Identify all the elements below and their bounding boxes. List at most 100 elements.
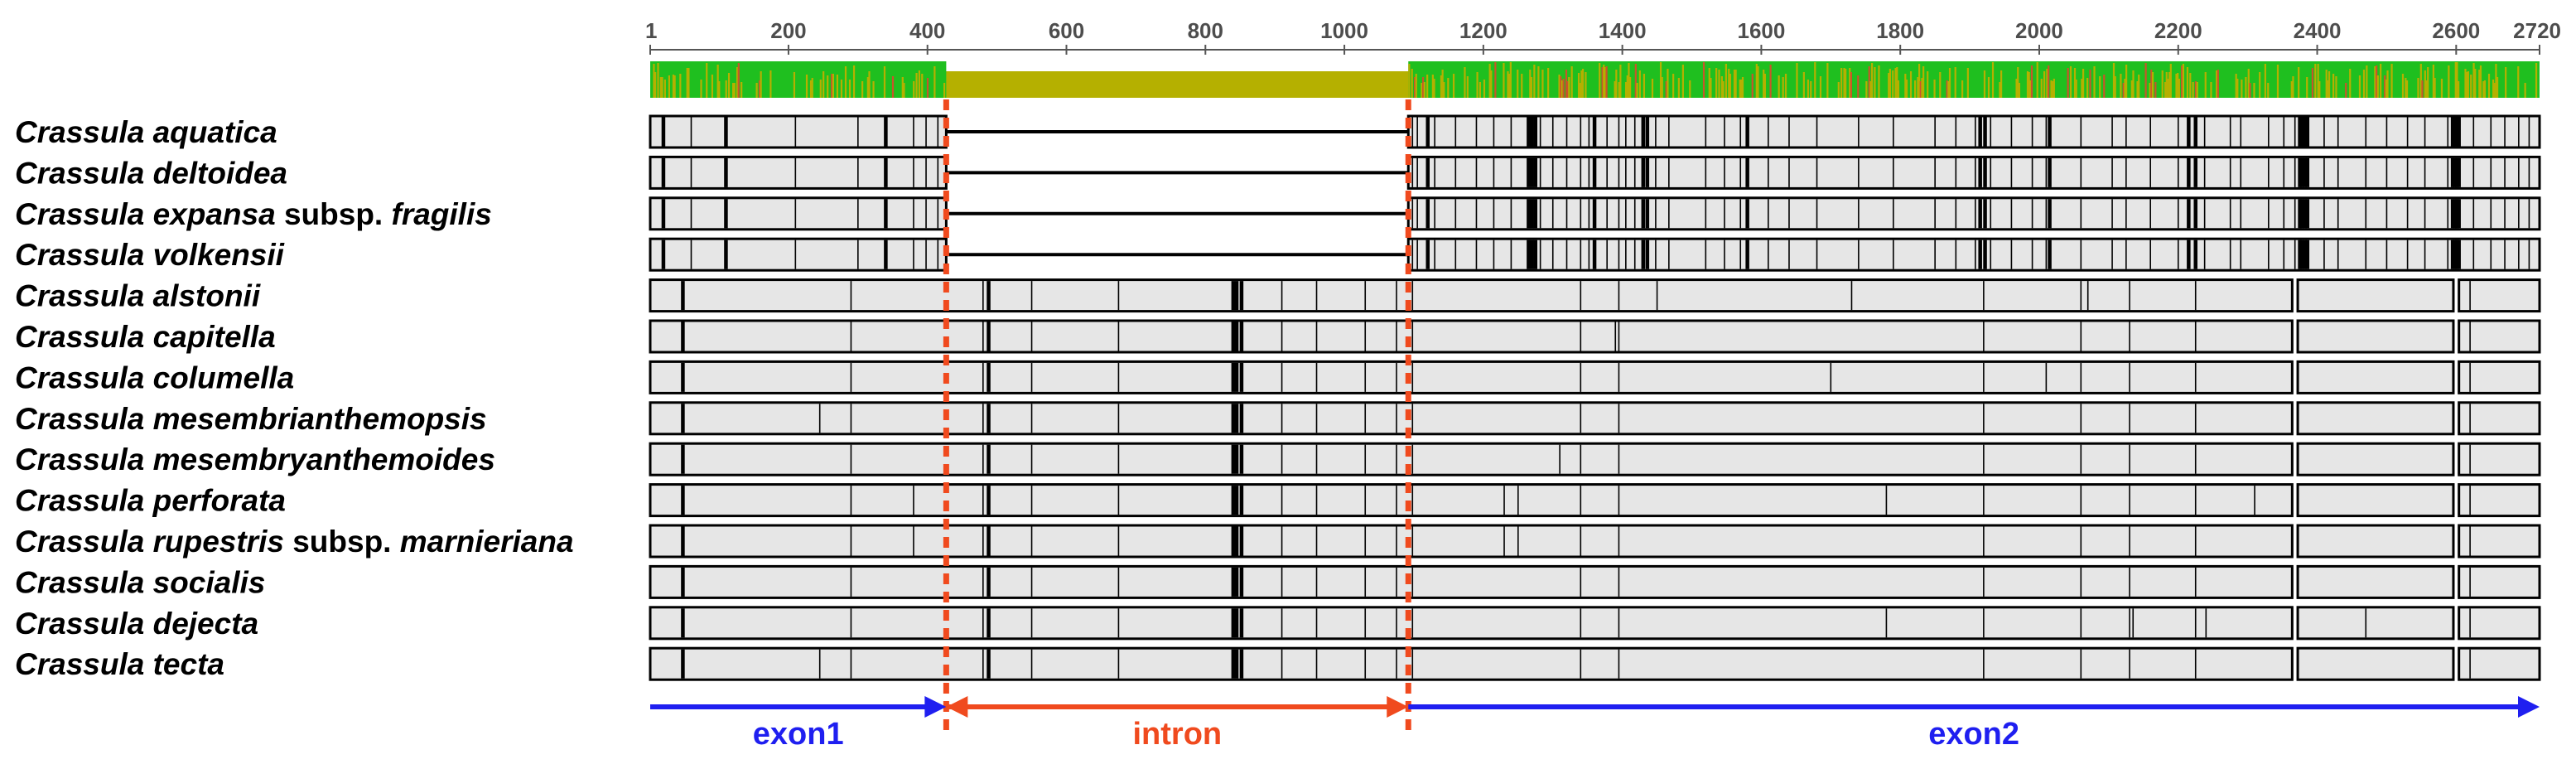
conservation-stripe <box>1741 77 1744 98</box>
conservation-stripe <box>2052 81 2054 98</box>
variable-site <box>1364 444 1367 474</box>
conservation-stripe <box>2290 81 2293 98</box>
conservation-stripe <box>2026 71 2029 98</box>
variable-site-block <box>2305 157 2310 187</box>
conservation-stripe <box>1411 69 1413 98</box>
variable-site-block <box>2305 239 2310 269</box>
conservation-stripe <box>848 80 851 98</box>
conservation-stripe <box>673 75 676 98</box>
conservation-stripe <box>2132 70 2135 98</box>
taxon-label: Crassula aquatica <box>15 115 277 149</box>
conservation-stripe <box>2114 76 2116 98</box>
variable-site-block <box>1425 117 1430 147</box>
conservation-stripe <box>1763 74 1766 98</box>
variable-site <box>1475 157 1478 187</box>
conservation-stripe <box>1894 68 1897 98</box>
variable-site <box>2010 117 2013 147</box>
variable-site <box>2406 239 2409 269</box>
variable-site <box>1475 239 1478 269</box>
variable-site <box>1030 444 1033 474</box>
conservation-stripe <box>1947 81 1950 98</box>
conservation-stripe <box>2144 63 2147 98</box>
variable-site <box>850 362 852 392</box>
conservation-stripe <box>1570 66 1573 98</box>
conservation-stripe <box>2358 75 2361 98</box>
conservation-stripe <box>2314 64 2317 98</box>
variable-site <box>1315 281 1318 311</box>
variable-site <box>1955 239 1957 269</box>
variable-site <box>925 199 927 229</box>
variable-site <box>1117 322 1120 351</box>
conservation-stripe <box>1905 80 1908 98</box>
variable-site <box>982 608 984 638</box>
variable-site <box>1281 608 1283 638</box>
conservation-stripe <box>2479 65 2482 98</box>
variable-site <box>1539 157 1541 187</box>
conservation-stripe <box>1585 72 1587 98</box>
variable-site <box>2203 157 2206 187</box>
variable-site-block <box>1234 526 1239 556</box>
variable-site <box>850 281 852 311</box>
aligned-segment <box>649 606 2294 641</box>
region-intron: intron <box>946 696 1409 752</box>
conservation-stripe <box>1541 70 1544 98</box>
variable-site <box>2337 239 2339 269</box>
variable-site <box>850 322 852 351</box>
conservation-stripe <box>2167 79 2169 98</box>
conservation-stripe <box>1857 75 1860 98</box>
conservation-stripe <box>1659 62 1662 98</box>
variable-site <box>1030 608 1033 638</box>
variable-site <box>690 199 692 229</box>
variable-site-block <box>1978 199 1982 229</box>
variable-site-block <box>1983 239 1987 269</box>
conservation-stripe <box>2466 72 2468 98</box>
conservation-stripe <box>661 77 663 98</box>
variable-site <box>1565 117 1568 147</box>
conservation-stripe <box>2317 64 2319 98</box>
variable-site <box>1364 608 1367 638</box>
conservation-stripe <box>2217 70 2219 98</box>
conservation-stripe <box>1507 71 1509 98</box>
axis-tick-label: 2600 <box>2432 18 2480 43</box>
variable-site <box>1510 157 1512 187</box>
conservation-stripe <box>2050 80 2053 98</box>
conservation-stripe <box>1892 70 1894 98</box>
variable-site <box>2031 199 2033 229</box>
variable-site <box>1475 199 1478 229</box>
conservation-stripe <box>2151 72 2154 98</box>
variable-site <box>1580 486 1582 515</box>
variable-site <box>2518 199 2520 229</box>
variable-site <box>1396 649 1397 679</box>
aligned-segment <box>2458 401 2541 436</box>
conservation-stripe <box>2448 65 2450 98</box>
variable-site <box>2518 157 2520 187</box>
variable-site <box>2045 117 2048 147</box>
variable-site <box>1551 199 1554 229</box>
taxon-name: Crassula socialis <box>15 565 265 599</box>
variable-site <box>2177 199 2179 229</box>
variable-site-block <box>2453 117 2457 147</box>
variable-site <box>2229 117 2231 147</box>
conservation-stripe <box>736 67 739 98</box>
variable-site <box>982 649 984 679</box>
conservation-stripe <box>2086 78 2089 98</box>
variable-site <box>1705 117 1707 147</box>
variable-site-block <box>2187 117 2191 147</box>
variable-site <box>2111 239 2113 269</box>
variable-site <box>1633 157 1636 187</box>
conservation-stripe <box>1948 68 1951 98</box>
variable-site <box>2080 239 2082 269</box>
variable-site <box>1315 486 1318 515</box>
variable-site <box>1858 117 1860 147</box>
conservation-stripe <box>2332 74 2335 98</box>
conservation-stripe <box>1579 83 1581 98</box>
variable-site <box>2229 239 2231 269</box>
variable-site <box>850 404 852 433</box>
variable-site <box>1493 199 1495 229</box>
variable-site <box>1117 404 1120 433</box>
conservation-stripe <box>2149 83 2151 98</box>
conservation-stripe <box>2276 65 2279 98</box>
variable-site <box>1618 239 1620 269</box>
variable-site-block <box>1530 239 1534 269</box>
aligned-segment <box>2296 646 2455 681</box>
